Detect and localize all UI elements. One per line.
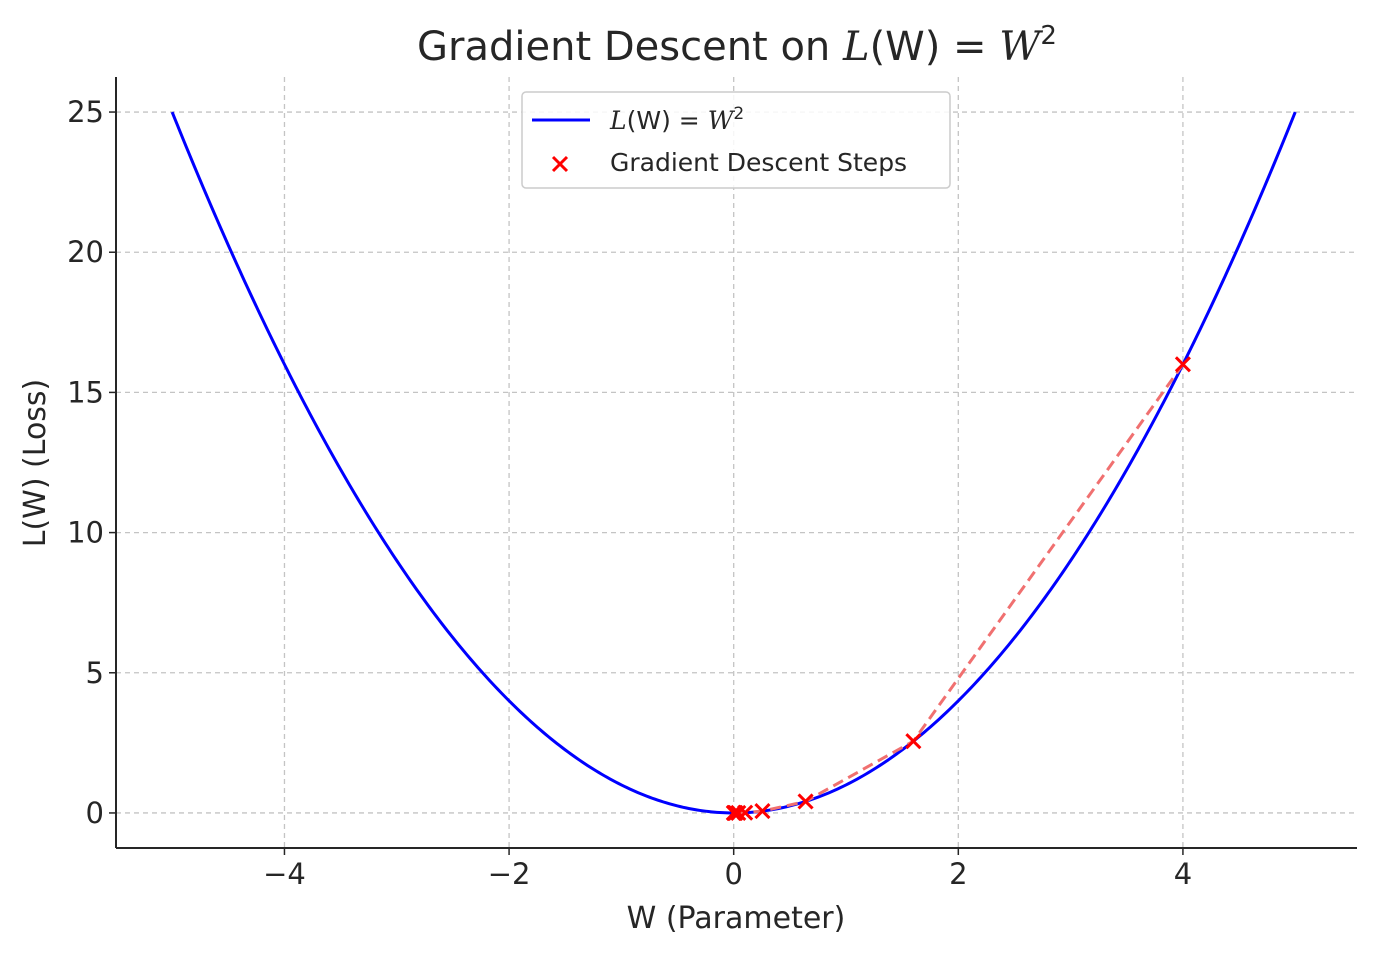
y-tick-label: 5: [86, 656, 104, 690]
legend: L(W) = W2 Gradient Descent Steps: [521, 91, 951, 189]
axes: [109, 77, 1357, 855]
legend-box: [521, 91, 951, 189]
y-tick-label: 20: [67, 235, 104, 269]
gradient-step-marker-stroke: [905, 733, 922, 750]
gradient-step-marker: [730, 804, 747, 821]
y-tick-label: 0: [86, 796, 104, 830]
y-tick-label: 25: [67, 95, 104, 129]
x-tick-label: 0: [724, 857, 742, 891]
x-tick-label: −4: [263, 857, 306, 891]
legend-marker-swatch: [551, 155, 569, 173]
grid: [116, 77, 1357, 848]
gradient-step-marker: [754, 803, 771, 820]
gradient-steps-layer: [725, 356, 1191, 822]
gradient-step-marker: [1174, 356, 1191, 373]
y-tick-label: 10: [67, 516, 104, 550]
gradient-step-marker-stroke: [725, 804, 742, 822]
y-tick-label: 15: [67, 375, 104, 409]
chart-title: Gradient Descent on L(W) = W2: [417, 21, 1057, 70]
gradient-step-marker-stroke: [797, 793, 814, 810]
gradient-step-marker-stroke: [754, 803, 771, 820]
x-axis-label: W (Parameter): [627, 901, 846, 936]
gradient-steps-connector: [733, 363, 1185, 815]
x-tick-label: 2: [949, 857, 967, 891]
x-tick-label: −2: [488, 857, 531, 891]
gradient-step-marker: [797, 793, 814, 810]
x-tick-label: 4: [1174, 857, 1192, 891]
gradient-step-marker: [905, 733, 922, 750]
gradient-step-marker-stroke: [730, 804, 747, 821]
y-axis-label: L(W) (Loss): [18, 379, 53, 548]
gradient-step-marker-stroke: [1174, 356, 1191, 373]
tick-labels: −4 −2 0 2 4 0 5 10 15 20 25: [67, 95, 1192, 891]
legend-label-steps: Gradient Descent Steps: [610, 148, 907, 177]
gradient-step-marker: [725, 804, 742, 822]
legend-label-curve: L(W) = W2: [609, 104, 744, 135]
